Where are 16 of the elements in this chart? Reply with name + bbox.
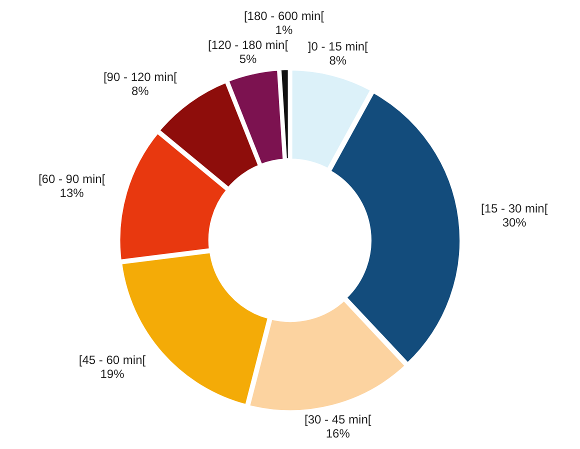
slice-label: [45 - 60 min[ — [78, 353, 146, 368]
data-label: 8% — [329, 53, 347, 68]
slice-label: [15 - 30 min[ — [480, 202, 548, 216]
data-label: 8% — [131, 84, 150, 98]
slice-label: [180 - 600 min[ — [244, 8, 325, 23]
slice-label: [120 - 180 min[ — [208, 38, 289, 52]
data-label: 19% — [100, 367, 125, 382]
slice-label: [30 - 45 min[ — [304, 412, 372, 426]
slice-label: [60 - 90 min[ — [38, 172, 106, 186]
slice-label: ]0 - 15 min[ — [308, 39, 369, 54]
data-label: 13% — [60, 186, 84, 200]
data-label: 30% — [502, 216, 527, 230]
data-label: 1% — [275, 22, 293, 37]
data-label: 5% — [239, 52, 258, 66]
slice-label: [90 - 120 min[ — [103, 70, 178, 84]
data-label: 16% — [326, 426, 350, 440]
